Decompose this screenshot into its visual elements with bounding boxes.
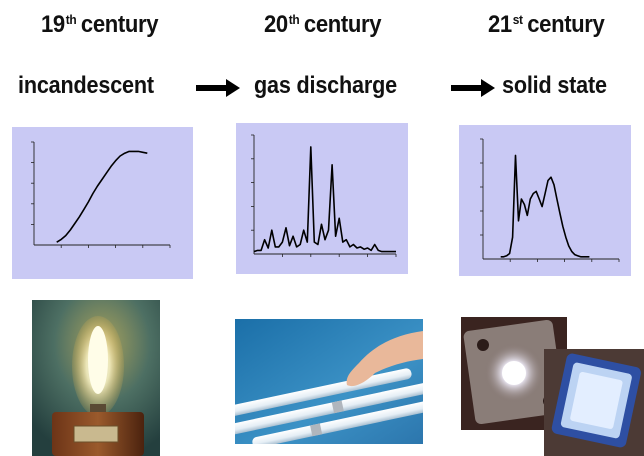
century-number: 19	[41, 11, 65, 38]
century-number: 21	[488, 11, 512, 38]
technology-solid-state: solid state	[502, 72, 607, 99]
technology-incandescent: incandescent	[18, 72, 154, 99]
chart-svg	[31, 141, 171, 248]
century-label-21st: 21st century	[488, 11, 605, 38]
century-number: 20	[264, 11, 288, 38]
spectrum-curve	[56, 150, 148, 243]
spectrum-curve	[253, 146, 396, 253]
led-chip-illustration	[544, 349, 644, 456]
fluorescent-tubes-illustration	[235, 319, 423, 444]
fluorescent-tubes-photo	[235, 319, 423, 444]
technology-gas-discharge: gas discharge	[254, 72, 397, 99]
century-word: century	[80, 11, 159, 38]
century-suffix: th	[65, 12, 77, 27]
century-suffix: th	[288, 12, 300, 27]
incandescent-bulb-photo	[32, 300, 160, 456]
incandescent-spectrum-chart	[12, 127, 193, 279]
century-label-20th: 20th century	[264, 13, 381, 37]
right-arrow-icon	[196, 79, 240, 97]
chart-svg	[251, 134, 397, 257]
led-chip-photo-2	[544, 349, 644, 456]
century-suffix: st	[512, 12, 523, 27]
incandescent-bulb-illustration	[32, 300, 160, 456]
chart-svg	[480, 138, 620, 262]
solid-state-spectrum-chart	[459, 125, 631, 276]
gas-discharge-spectrum-chart	[236, 123, 408, 274]
spectrum-curve	[500, 154, 590, 258]
century-label-19th: 19th century	[41, 13, 158, 37]
right-arrow-icon	[451, 79, 495, 97]
century-word: century	[527, 11, 605, 38]
century-word: century	[303, 11, 382, 38]
